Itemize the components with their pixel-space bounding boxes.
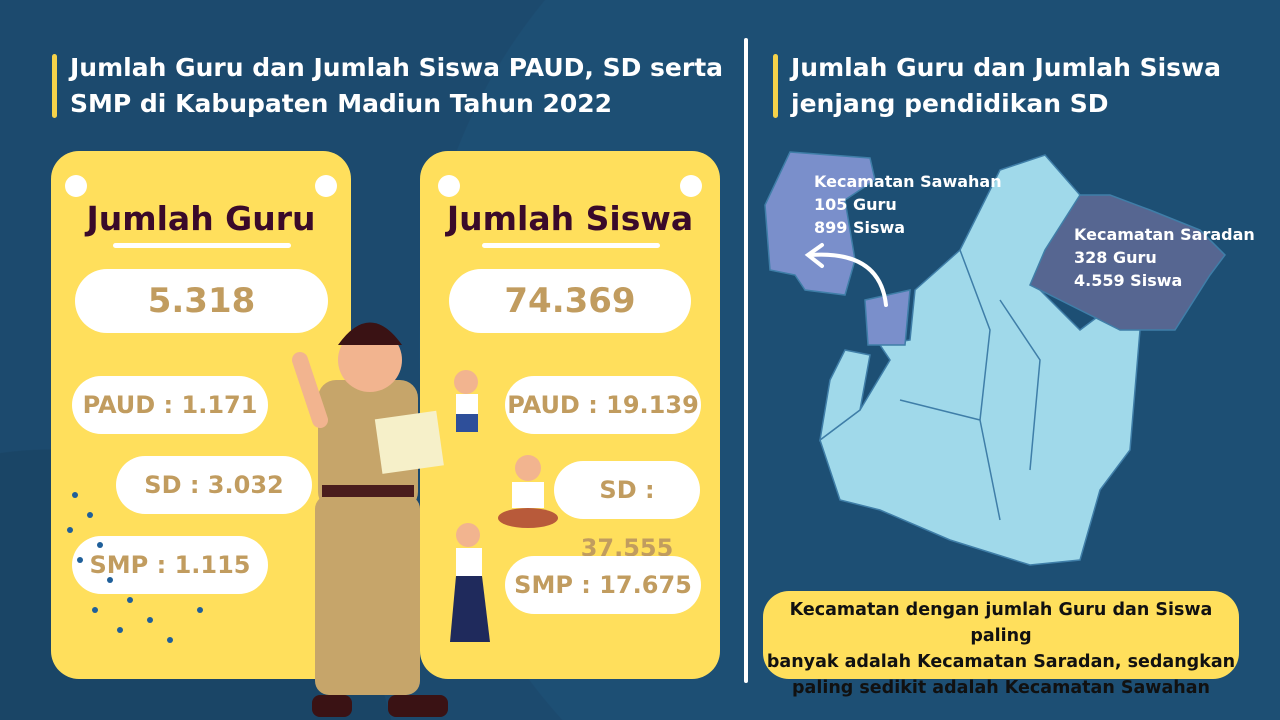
sawahan-label: Kecamatan Sawahan 105 Guru 899 Siswa [814,170,1002,239]
student-smp-illustration [450,523,490,642]
note-line: Kecamatan dengan jumlah Guru dan Siswa p… [789,600,1213,646]
student-sd-illustration [498,455,558,528]
map-region-sawahan [864,289,911,346]
saradan-siswa: 4.559 Siswa [1074,271,1183,290]
left-title: Jumlah Guru dan Jumlah Siswa PAUD, SD se… [52,50,723,122]
underline [113,243,291,248]
guru-total: 5.318 [75,269,328,333]
title-line: jenjang pendidikan SD [791,89,1109,118]
siswa-heading: Jumlah Siswa [446,199,694,238]
note-line: paling sedikit adalah Kecamatan Sawahan [791,678,1210,698]
guru-sd: SD : 3.032 [116,456,312,514]
sawahan-guru: 105 Guru [814,195,897,214]
arrow-head-icon [804,243,824,268]
right-title: Jumlah Guru dan Jumlah Siswa jenjang pen… [773,50,1221,122]
guru-paud: PAUD : 1.171 [72,376,268,434]
siswa-sd: SD : 37.555 [554,461,700,562]
underline [482,243,660,248]
map-region-saradan [1029,194,1226,331]
title-line: Jumlah Guru dan Jumlah Siswa PAUD, SD se… [70,53,724,82]
hole [438,175,460,197]
sawahan-siswa: 899 Siswa [814,218,906,237]
teacher-illustration [292,322,448,717]
guru-card: Jumlah Guru 5.318 PAUD : 1.171 SD : 3.03… [51,151,351,679]
title-line: SMP di Kabupaten Madiun Tahun 2022 [70,89,613,118]
dot-pattern [67,492,203,643]
map-region [818,349,871,442]
siswa-paud: PAUD : 19.139 [505,376,701,434]
saradan-guru: 328 Guru [1074,248,1157,267]
guru-heading: Jumlah Guru [86,199,316,238]
note-line: banyak adalah Kecamatan Saradan, sedangk… [766,652,1236,672]
guru-smp: SMP : 1.115 [72,536,268,594]
summary-note: Kecamatan dengan jumlah Guru dan Siswa p… [763,591,1239,698]
siswa-smp: SMP : 17.675 [505,556,701,614]
map-region [819,154,1141,566]
hole [315,175,337,197]
hole [680,175,702,197]
arrow-icon [808,252,888,307]
madiun-map [764,151,1226,566]
siswa-total: 74.369 [449,269,691,333]
saradan-label: Kecamatan Saradan 328 Guru 4.559 Siswa [1074,223,1255,292]
hole [65,175,87,197]
saradan-name: Kecamatan Saradan [1074,225,1255,244]
student-paud-illustration [454,370,478,432]
sawahan-name: Kecamatan Sawahan [814,172,1002,191]
divider [744,38,748,683]
title-line: Jumlah Guru dan Jumlah Siswa [791,53,1222,82]
